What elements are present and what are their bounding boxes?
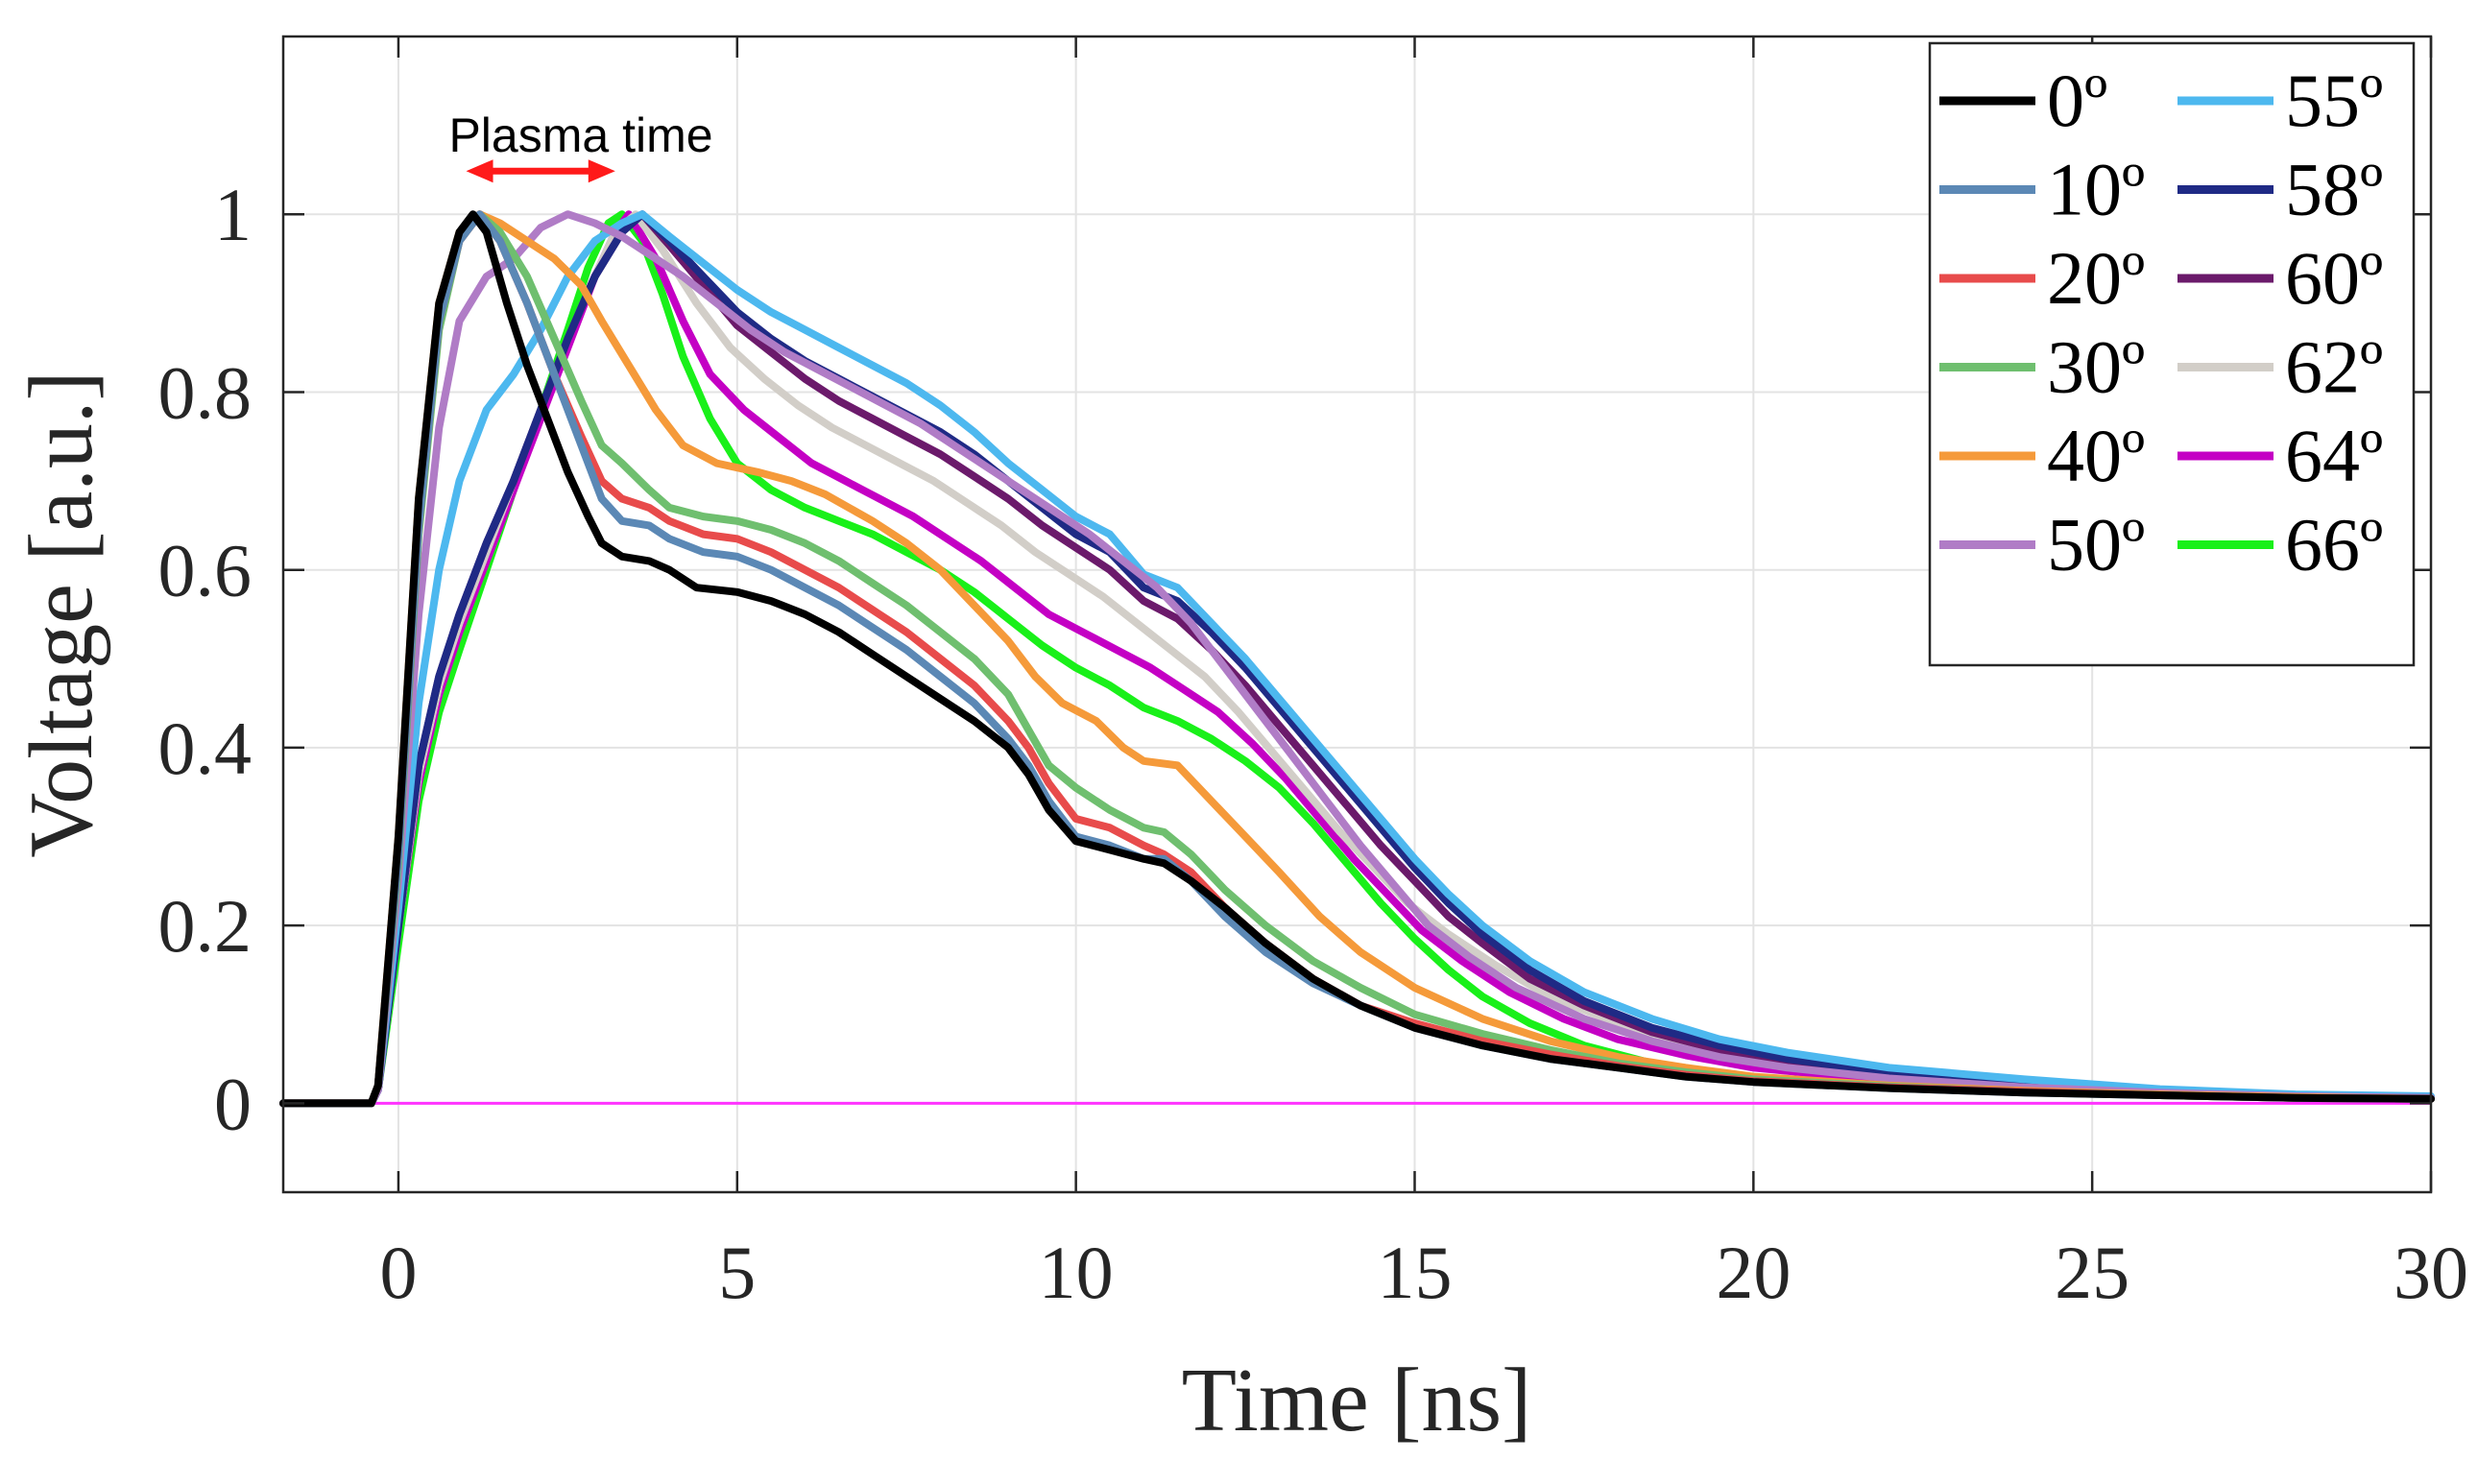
y-axis-label: Voltage [a.u.] <box>12 371 111 857</box>
y-tick-label-4: 0.8 <box>158 350 253 434</box>
x-tick-label-2: 10 <box>1039 1231 1114 1314</box>
x-tick-label-3: 15 <box>1377 1231 1452 1314</box>
plot-frame <box>281 35 2433 1194</box>
y-tick-label-5: 1 <box>214 173 252 256</box>
plasma-time-annotation: Plasma time <box>448 108 713 183</box>
x-tick-label-0: 0 <box>379 1231 417 1314</box>
legend-label-2: 20º <box>2047 236 2145 320</box>
legend-label-8: 60º <box>2285 236 2383 320</box>
series-line-4 <box>279 210 2435 1108</box>
legend-label-11: 66º <box>2285 503 2383 586</box>
plasma-time-arrowhead-left <box>466 159 493 183</box>
legend-label-1: 10º <box>2047 148 2145 231</box>
tick-labels: 0 5 10 15 20 25 30 0 0.2 0.4 0.6 0.8 1 <box>158 173 2469 1314</box>
x-tick-label-6: 30 <box>2394 1231 2468 1314</box>
series-line-3 <box>279 210 2435 1108</box>
legend-label-9: 62º <box>2285 325 2383 409</box>
y-tick-label-1: 0.2 <box>158 884 253 968</box>
x-tick-label-5: 25 <box>2055 1231 2129 1314</box>
series-line-0 <box>279 210 2435 1108</box>
plasma-time-label: Plasma time <box>448 108 712 162</box>
legend-label-6: 55º <box>2285 59 2383 142</box>
legend-label-0: 0º <box>2047 59 2107 142</box>
series-line-6 <box>279 210 2435 1108</box>
x-tick-label-1: 5 <box>718 1231 756 1314</box>
legend-label-5: 50º <box>2047 503 2145 586</box>
series-layer <box>279 210 2435 1108</box>
legend-label-4: 40º <box>2047 414 2145 497</box>
legend-label-3: 30º <box>2047 325 2145 409</box>
y-tick-label-3: 0.6 <box>158 529 253 612</box>
x-tick-label-4: 20 <box>1716 1231 1791 1314</box>
legend-label-10: 64º <box>2285 414 2383 497</box>
legend-box <box>1928 41 2416 667</box>
legend-label-7: 58º <box>2285 148 2383 231</box>
plasma-time-arrowhead-right <box>588 159 615 183</box>
y-tick-label-2: 0.4 <box>158 706 253 790</box>
y-tick-label-0: 0 <box>214 1062 252 1145</box>
x-axis-label: Time [ns] <box>1182 1351 1532 1450</box>
